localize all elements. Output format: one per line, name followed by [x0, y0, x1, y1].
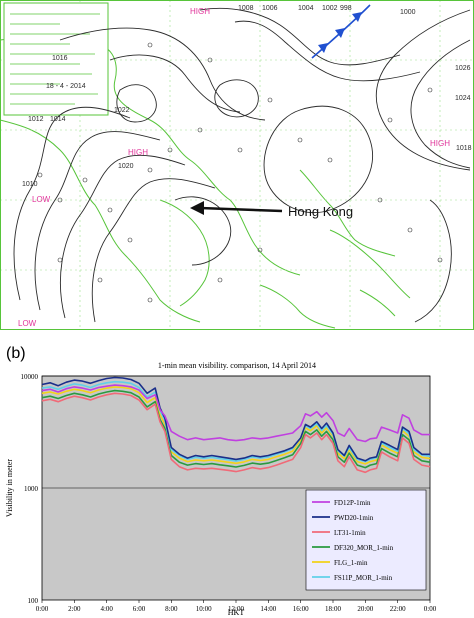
series-line-DF320_MOR_1-min: [41, 389, 431, 469]
low-centre-label: LOW: [32, 195, 51, 204]
legend-label: PWD20-1min: [334, 514, 374, 522]
series-lines: [41, 376, 431, 474]
pressure-label: 1008: [238, 5, 254, 12]
high-centre-label: HIGH: [128, 148, 148, 157]
pressure-label: 1006: [262, 5, 278, 12]
high-centre-label: HIGH: [190, 7, 210, 16]
x-tick-label: 4:00: [100, 605, 113, 613]
series-line-FS11P_MOR_1-min: [41, 380, 431, 463]
legend-label: DF320_MOR_1-min: [334, 544, 394, 552]
map-date: 18 - 4 - 2014: [46, 83, 86, 90]
legend-label: FLG_1-min: [334, 559, 368, 567]
latlon-grid: [0, 0, 474, 330]
x-tick-label: 10:00: [196, 605, 212, 613]
pressure-label: 998: [340, 5, 352, 12]
series-line-LT31-1min: [41, 392, 431, 474]
legend-box: [305, 489, 427, 591]
pressure-label: 1004: [298, 5, 314, 12]
legend-label: FS11P_MOR_1-min: [334, 574, 393, 582]
pressure-label: 1020: [118, 163, 134, 170]
pressure-label: 1024: [455, 95, 471, 102]
series-line-FLG_1-min: [41, 386, 431, 465]
cold-front: [311, 4, 371, 59]
low-centre-label: LOW: [18, 319, 37, 328]
weather-map-panel: 18 - 4 - 2014 1012 1: [0, 0, 474, 330]
isobars: [13, 7, 471, 323]
pressure-label: 1018: [456, 145, 472, 152]
hong-kong-label: Hong Kong: [288, 204, 353, 219]
hong-kong-annotation: Hong Kong: [190, 201, 353, 219]
y-tick-label: 1000: [24, 485, 39, 493]
visibility-chart-panel: (b) 1-min mean visibility. comparison, 1…: [5, 345, 437, 617]
pressure-label: 1012: [28, 116, 44, 123]
y-tick-label: 10000: [21, 373, 39, 381]
legend-label: FD12P-1min: [334, 499, 371, 507]
series-line-PWD20-1min: [41, 376, 430, 462]
x-tick-label: 8:00: [165, 605, 178, 613]
x-tick-label: 12:00: [228, 605, 244, 613]
pressure-label: 1002: [322, 5, 338, 12]
x-tick-label: 20:00: [357, 605, 373, 613]
x-tick-label: 2:00: [68, 605, 81, 613]
station-plots: [37, 42, 443, 303]
x-tick-label: 18:00: [325, 605, 341, 613]
arrow-shaft: [199, 206, 283, 213]
chart-title: 1-min mean visibility. comparison, 14 Ap…: [158, 361, 316, 370]
series-line-FD12P-1min: [41, 384, 430, 443]
y-axis-label: Visibility in meter: [5, 459, 14, 518]
x-axis-label: HKT: [228, 608, 245, 617]
high-centre-label: HIGH: [430, 139, 450, 148]
legend-items: FD12P-1min PWD20-1min LT31-1min DF320_MOR_1…: [312, 499, 394, 582]
x-tick-label: 16:00: [293, 605, 309, 613]
x-tick-label: 6:00: [133, 605, 146, 613]
x-tick-label: 0:00: [424, 605, 437, 613]
pressure-label: 1000: [400, 9, 416, 16]
y-axis-ticks: 100 1000 10000: [21, 373, 39, 605]
y-tick-label: 100: [28, 597, 39, 605]
map-legend-box: [3, 2, 109, 116]
pressure-label: 1014: [50, 116, 66, 123]
panel-b-label: (b): [6, 345, 26, 362]
pressure-label: 1026: [455, 65, 471, 72]
arrow-head-icon: [190, 201, 204, 215]
x-tick-label: 14:00: [260, 605, 276, 613]
pressure-label: 1016: [52, 55, 68, 62]
grid-lines: [42, 375, 430, 489]
x-tick-label: 22:00: [390, 605, 406, 613]
chart-legend: FD12P-1min PWD20-1min LT31-1min DF320_MOR_1…: [305, 489, 427, 591]
pressure-label: 1022: [114, 107, 130, 114]
pressure-labels: 1012 1014 1016 1010 1008 1006 1004 1002 …: [22, 5, 472, 188]
x-axis-ticks: 0:00 2:00 4:00 6:00 8:00 10:00 12:00 14:00 16:00…: [36, 600, 437, 613]
legend-label: LT31-1min: [334, 529, 366, 537]
x-tick-label: 0:00: [36, 605, 49, 613]
pressure-centres: HIGH HIGH HIGH LOW LOW: [18, 7, 450, 328]
pressure-label: 1010: [22, 181, 38, 188]
